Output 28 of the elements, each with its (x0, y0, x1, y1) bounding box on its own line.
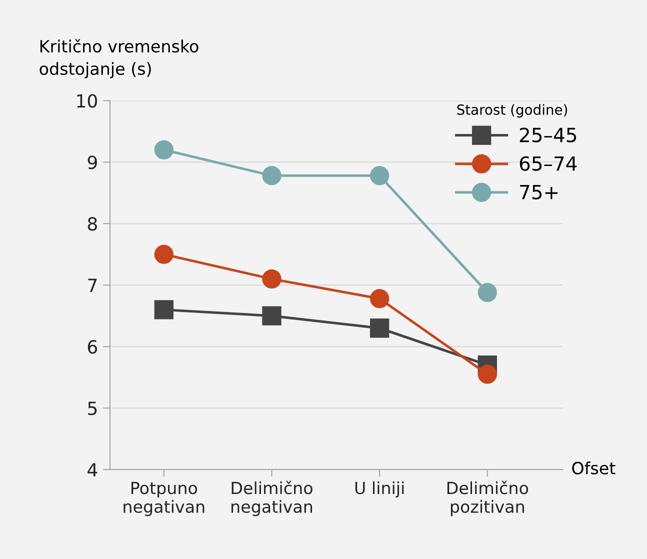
y-tick-label: 9 (88, 156, 97, 170)
point (370, 289, 390, 308)
x-axis-title: Ofset (572, 461, 616, 474)
legend-label: 25–45 (520, 128, 576, 142)
point (262, 306, 282, 326)
legend-label: 65–74 (520, 156, 577, 171)
x-tick-label: Delimično negativan (232, 480, 312, 516)
y-tick-label: 7 (88, 278, 97, 292)
point (262, 269, 282, 289)
x-tick-label: Delimično pozitivan (447, 480, 528, 516)
point (154, 300, 174, 320)
point (262, 166, 282, 186)
legend-label: 75+ (520, 184, 558, 200)
legend-title: Starost (godine) (457, 104, 568, 118)
point (370, 166, 390, 186)
y-tick-label: 4 (88, 463, 98, 476)
point (154, 140, 174, 160)
point (154, 244, 174, 264)
point (478, 364, 497, 384)
y-tick-label: 6 (88, 340, 98, 354)
y-tick-label: 5 (88, 402, 97, 416)
y-tick-label: 10 (77, 94, 97, 108)
x-tick-label: Potpuno negativan (124, 482, 204, 516)
point (478, 282, 497, 302)
point (370, 318, 390, 338)
y-tick-label: 8 (88, 217, 97, 231)
y-axis-title: Kritično vremensko odstojanje (s) (40, 39, 198, 78)
x-tick-label: U liniji (355, 481, 404, 498)
